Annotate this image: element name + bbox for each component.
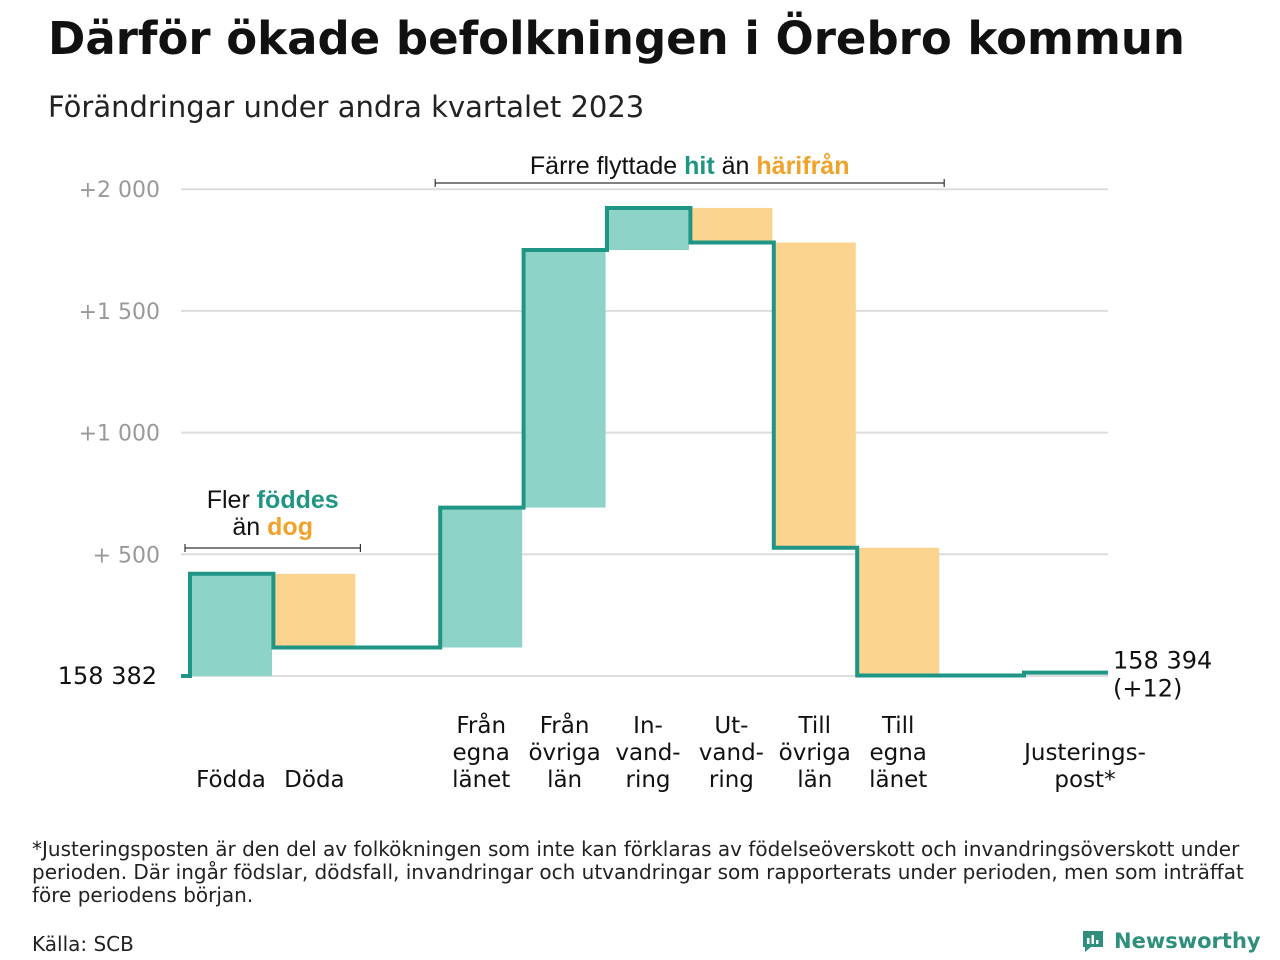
waterfall-chart: +2 000 +1 500 +1 000 + 500 158 382 Födda Döda F… (58, 152, 1213, 793)
category-label: vand- (699, 740, 764, 766)
waterfall-bar (607, 207, 689, 251)
bar-chart-icon (1083, 931, 1103, 952)
y-tick-label: +1 000 (79, 422, 160, 447)
annotation-text: Färre flyttade (530, 152, 684, 180)
category-label: länet (869, 767, 927, 793)
waterfall-bar (273, 573, 356, 648)
y-tick-label: +1 500 (79, 300, 160, 325)
source-label: Källa: SCB (32, 932, 134, 956)
category-label: egna (452, 740, 509, 766)
category-label: vand- (615, 740, 680, 766)
y-tick-label: + 500 (93, 543, 160, 568)
brand-name: Newsworthy (1114, 929, 1261, 953)
annotation-migration: Färre flyttade hit än härifrån (530, 152, 850, 180)
annotation-text: än (232, 513, 267, 541)
waterfall-bar (523, 250, 606, 508)
waterfall-bar (190, 573, 272, 676)
annotation-highlight: härifrån (756, 152, 849, 180)
end-value-label: 158 394 (1113, 647, 1212, 675)
annotation-text: Fler (207, 486, 257, 514)
end-change-label: (+12) (1113, 675, 1182, 703)
category-label: ring (625, 767, 670, 793)
category-label: In- (633, 713, 663, 739)
category-label: Från (456, 711, 506, 739)
category-label: län (797, 767, 832, 793)
chart-title: Därför ökade befolkningen i Örebro kommu… (48, 12, 1185, 65)
y-tick-label: +2 000 (79, 178, 160, 203)
chart-subtitle: Förändringar under andra kvartalet 2023 (48, 90, 645, 124)
category-label: Till (798, 713, 832, 739)
waterfall-bar (690, 207, 773, 243)
category-label: ring (709, 767, 754, 793)
annotation-births-line2: än dog (232, 513, 313, 541)
annotation-highlight: hit (684, 152, 715, 180)
start-value-label: 158 382 (58, 662, 157, 690)
category-label: egna (869, 740, 926, 766)
annotation-highlight: föddes (257, 486, 339, 514)
category-label: övriga (779, 740, 851, 766)
category-label: Döda (284, 767, 344, 793)
category-label: Ut- (714, 713, 748, 739)
category-label: Justerings- (1022, 740, 1146, 766)
category-label: övriga (528, 740, 600, 766)
category-label: län (547, 767, 582, 793)
footnote: *Justeringsposten är den del av folkökni… (32, 837, 1244, 907)
category-label: Från (540, 711, 590, 739)
category-label: Födda (196, 767, 266, 793)
annotation-births-line1: Fler föddes (207, 486, 339, 514)
annotation-highlight: dog (267, 513, 313, 541)
cumulative-line (181, 205, 1108, 678)
waterfall-bar (440, 507, 523, 648)
waterfall-bar (773, 242, 856, 548)
category-label: post* (1054, 767, 1115, 793)
category-label: Till (881, 713, 915, 739)
brand-logo: Newsworthy (1080, 928, 1261, 954)
waterfall-bar (857, 547, 940, 676)
annotation-text: än (715, 152, 757, 180)
category-label: länet (452, 767, 510, 793)
